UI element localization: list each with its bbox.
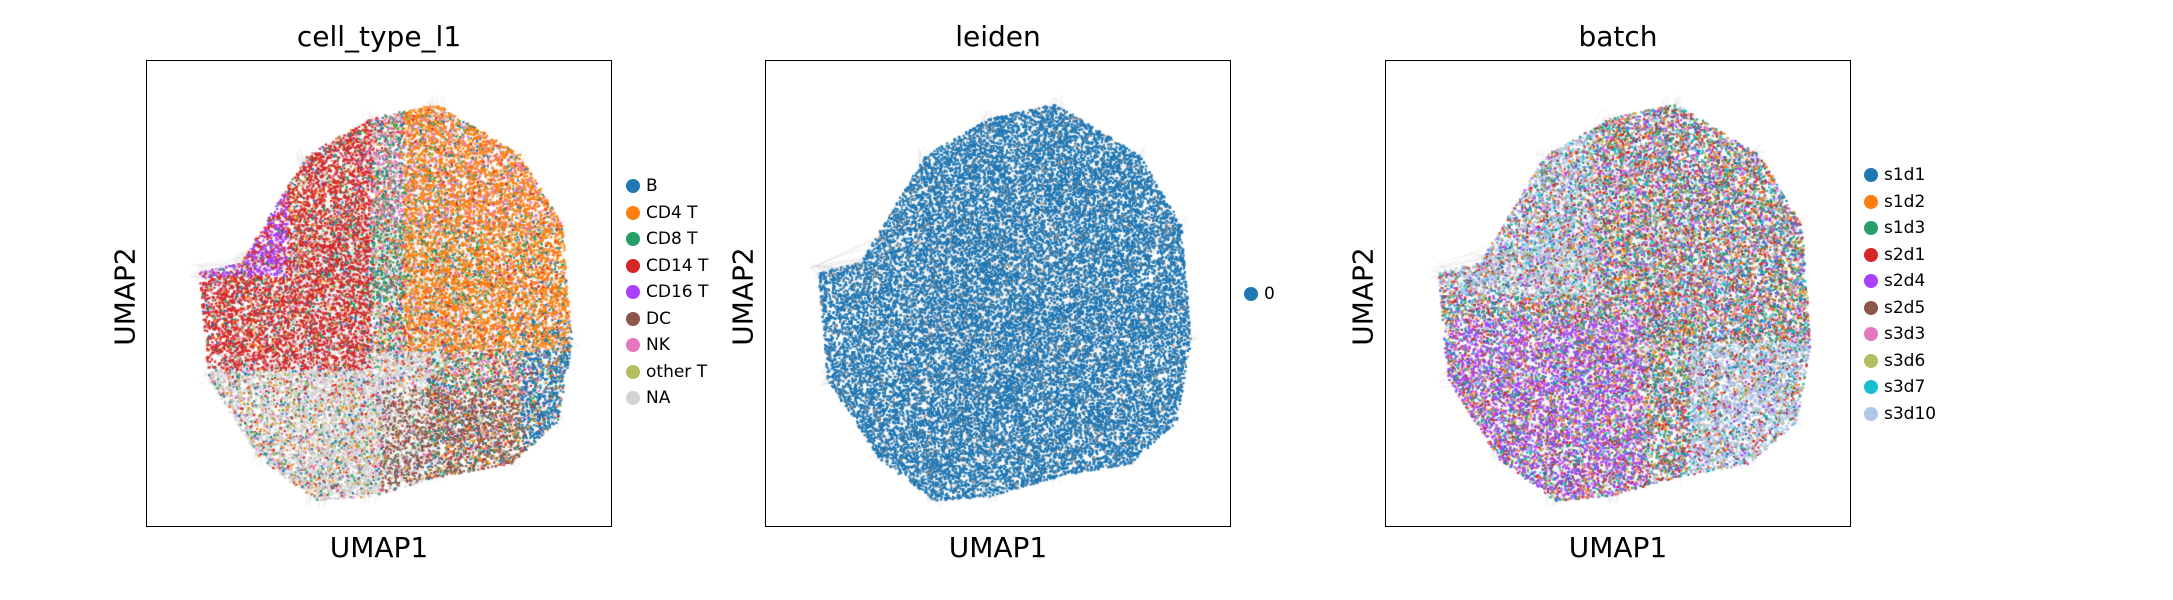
x-axis-label: UMAP1 (765, 531, 1231, 564)
legend-label: s3d7 (1884, 376, 1925, 398)
scatter-plot (765, 60, 1231, 527)
legend-marker (1864, 354, 1878, 368)
legend-marker (1864, 221, 1878, 235)
legend-label: other T (646, 361, 707, 383)
scatter-points (1386, 61, 1851, 527)
legend-marker (1864, 407, 1878, 421)
legend-label: s2d1 (1884, 244, 1925, 266)
legend-marker (626, 338, 640, 352)
legend-label: s2d4 (1884, 270, 1925, 292)
legend-marker (626, 179, 640, 193)
legend-label: CD16 T (646, 281, 708, 303)
legend-label: s3d10 (1884, 403, 1936, 425)
scatter-plot (1385, 60, 1851, 527)
legend-label: s1d3 (1884, 217, 1925, 239)
legend-label: NK (646, 334, 670, 356)
legend-marker (626, 391, 640, 405)
legend-marker (626, 259, 640, 273)
scatter-plot (146, 60, 612, 527)
y-axis-label: UMAP2 (1347, 217, 1380, 377)
legend-marker (626, 206, 640, 220)
legend-label: 0 (1264, 283, 1275, 305)
x-axis-label: UMAP1 (1385, 531, 1851, 564)
legend-label: CD4 T (646, 202, 698, 224)
legend-marker (626, 312, 640, 326)
legend-marker (1864, 274, 1878, 288)
legend-marker (1864, 301, 1878, 315)
legend-marker (1864, 248, 1878, 262)
legend-label: s1d2 (1884, 191, 1925, 213)
legend-label: B (646, 175, 658, 197)
panel-title: leiden (765, 20, 1231, 53)
legend-marker (626, 232, 640, 246)
scatter-points (147, 61, 612, 527)
legend-marker (1864, 380, 1878, 394)
legend-label: s2d5 (1884, 297, 1925, 319)
legend-label: DC (646, 308, 671, 330)
panel-title: batch (1385, 20, 1851, 53)
legend-label: s3d6 (1884, 350, 1925, 372)
legend-label: s1d1 (1884, 164, 1925, 186)
legend-label: CD8 T (646, 228, 698, 250)
x-axis-label: UMAP1 (146, 531, 612, 564)
legend-marker (1864, 327, 1878, 341)
y-axis-label: UMAP2 (109, 217, 142, 377)
legend-marker (626, 365, 640, 379)
legend-marker (1864, 168, 1878, 182)
panel-title: cell_type_l1 (146, 20, 612, 53)
legend-marker (1244, 287, 1258, 301)
legend-marker (626, 285, 640, 299)
legend-label: CD14 T (646, 255, 708, 277)
scatter-points (766, 61, 1231, 527)
legend-marker (1864, 195, 1878, 209)
legend-label: NA (646, 387, 670, 409)
y-axis-label: UMAP2 (727, 217, 760, 377)
legend-label: s3d3 (1884, 323, 1925, 345)
